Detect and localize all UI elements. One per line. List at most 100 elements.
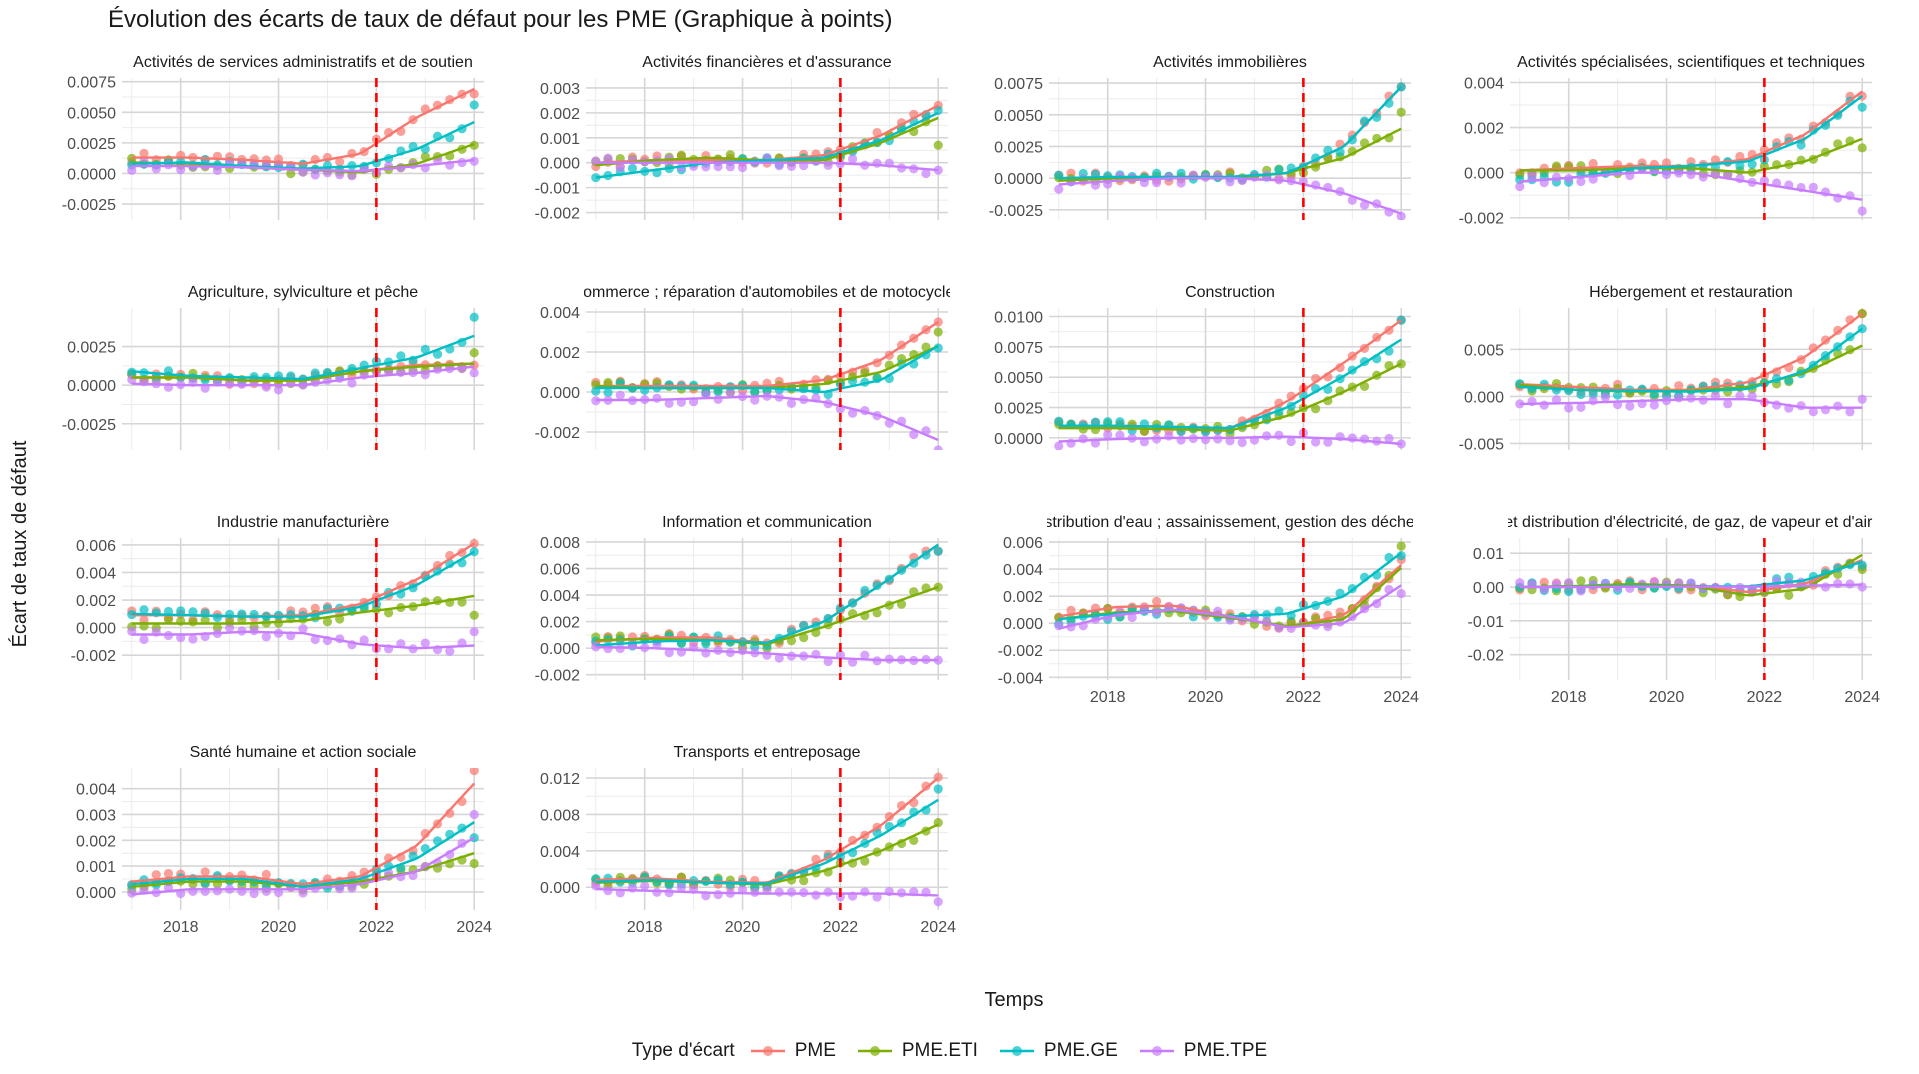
data-point-pme-eti <box>933 327 943 337</box>
y-tick-label: -0.001 <box>535 181 580 198</box>
data-point-pme-tpe <box>1078 434 1088 444</box>
panel-7: -0.005 0.000 0.005 Hébergement et restaurat… <box>1459 284 1872 453</box>
data-point-pme-eti <box>860 856 870 866</box>
y-tick-label: 0.004 <box>1003 562 1043 579</box>
x-tick-label: 2018 <box>1090 689 1126 706</box>
data-point-pme-eti <box>127 153 137 164</box>
data-point-pme-tpe <box>1576 176 1586 187</box>
data-point-pme-tpe <box>163 160 174 170</box>
data-point-pme <box>469 768 479 776</box>
data-point-pme-tpe <box>1625 401 1635 411</box>
y-tick-label: -0.004 <box>998 670 1043 687</box>
x-tick-label: 2020 <box>725 919 761 936</box>
data-point-pme-tpe <box>713 394 723 404</box>
data-point-pme-tpe <box>127 165 137 175</box>
data-point-pme-tpe <box>823 887 833 897</box>
chart-title: Évolution des écarts de taux de défaut p… <box>108 6 893 33</box>
data-point-pme-tpe <box>725 387 735 397</box>
trend-line-pme-tpe <box>131 630 475 650</box>
data-point-pme-tpe <box>933 165 943 175</box>
trend-line-pme-ge <box>1058 338 1402 430</box>
y-tick-label: 0.000 <box>540 641 580 658</box>
y-tick-label: 0.004 <box>76 782 116 799</box>
data-point-pme-tpe <box>1808 407 1818 417</box>
trend-line-pme-ge <box>131 550 475 618</box>
data-point-pme-tpe <box>1515 399 1525 409</box>
panel-title: Activités financières et d'assurance <box>642 54 892 71</box>
y-tick-label: 0.0050 <box>67 105 116 122</box>
data-point-pme-tpe <box>420 638 430 648</box>
data-point-pme-tpe <box>1808 182 1818 192</box>
x-tick-label: 2022 <box>359 919 395 936</box>
data-point-pme-ge <box>432 349 443 359</box>
data-point-pme-tpe <box>1723 399 1733 409</box>
data-point-pme-eti <box>1396 359 1406 369</box>
trend-line-pme-eti <box>131 362 475 382</box>
y-tick-label: -0.0025 <box>62 417 116 434</box>
data-point-pme-tpe <box>1857 394 1867 404</box>
data-point-pme-ge <box>1857 102 1867 112</box>
y-tick-label: 0.006 <box>1003 535 1043 552</box>
data-point-pme-tpe <box>1384 433 1394 444</box>
data-point-pme-tpe <box>249 888 259 899</box>
data-point-pme-tpe <box>774 653 784 663</box>
x-tick-label: 2024 <box>1844 689 1880 706</box>
data-point-pme <box>469 89 479 99</box>
y-tick-label: -0.002 <box>535 668 580 685</box>
trend-line-pme-tpe <box>131 836 475 896</box>
data-point-pme-tpe <box>737 645 748 656</box>
data-point-pme-ge <box>933 343 943 353</box>
y-tick-label: 0.0075 <box>67 75 116 92</box>
data-point-pme-tpe <box>1200 435 1211 445</box>
data-point-pme-tpe <box>848 408 858 418</box>
data-point-pme-tpe <box>1564 403 1574 413</box>
data-point-pme-tpe <box>652 393 662 403</box>
data-point-pme-tpe <box>469 627 479 637</box>
trend-line-pme-tpe <box>595 645 939 662</box>
y-tick-label: -0.005 <box>1459 436 1504 453</box>
panel-title: Industrie manufacturière <box>217 514 390 531</box>
data-point-pme-eti <box>1396 107 1406 117</box>
y-tick-label: 0.0025 <box>67 136 116 153</box>
trend-line-pme-ge <box>595 344 939 393</box>
data-point-pme-ge <box>176 606 186 616</box>
data-point-pme-eti <box>799 633 809 643</box>
x-tick-label: 2022 <box>1286 689 1322 706</box>
trend-line-pme-eti <box>1058 566 1403 627</box>
y-tick-label: 0.002 <box>540 615 580 632</box>
data-point-pme-tpe <box>1686 170 1696 180</box>
data-point-pme-tpe <box>298 623 308 634</box>
y-tick-label: 0.006 <box>76 538 116 555</box>
data-point-pme-tpe <box>1311 437 1321 447</box>
data-point-pme-tpe <box>1054 441 1064 450</box>
trend-line-pme <box>595 543 939 644</box>
data-point-pme-eti <box>469 858 479 869</box>
data-point-pme-eti <box>457 597 467 607</box>
trend-line-pme-tpe <box>1058 435 1402 446</box>
data-point-pme-tpe <box>1600 392 1610 402</box>
trend-line-pme-ge <box>595 798 939 885</box>
data-point-pme-tpe <box>1237 437 1247 448</box>
trend-line-pme-tpe <box>1058 584 1402 630</box>
data-point-pme <box>163 868 174 879</box>
data-point-pme-tpe <box>933 445 943 450</box>
data-point-pme-ge <box>1054 416 1064 426</box>
data-point-pme-eti <box>273 618 284 628</box>
data-point-pme-tpe <box>750 395 760 405</box>
data-point-pme-tpe <box>1588 396 1598 406</box>
panel-9: -0.002 0.000 0.002 0.004 0.006 0.008 Informati… <box>535 514 948 685</box>
data-point-pme-tpe <box>1539 400 1549 410</box>
data-point-pme-ge <box>469 312 479 322</box>
y-tick-label: 0.003 <box>76 807 116 824</box>
data-point-pme-tpe <box>1833 401 1843 411</box>
data-point-pme-ge <box>1588 389 1598 399</box>
data-point-pme <box>1335 362 1345 373</box>
trend-line-pme-eti <box>595 585 939 646</box>
data-point-pme-eti <box>1857 143 1867 153</box>
y-tick-label: 0.0075 <box>994 76 1043 93</box>
data-point-pme-ge <box>1274 165 1284 175</box>
trend-line-pme-tpe <box>595 887 939 897</box>
data-point-pme-eti <box>933 140 943 150</box>
data-point-pme-tpe <box>310 170 320 180</box>
data-point-pme <box>1152 596 1162 606</box>
